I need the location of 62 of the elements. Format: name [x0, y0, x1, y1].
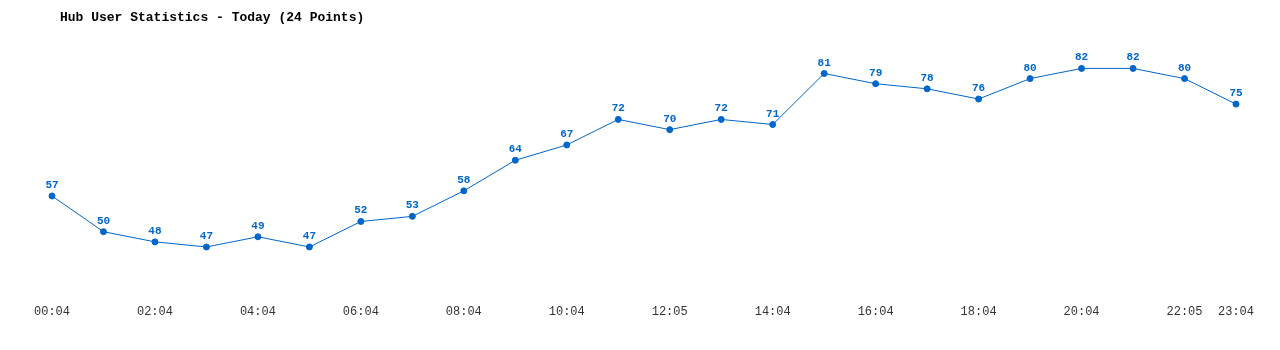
data-label: 72	[714, 102, 728, 115]
x-tick-label: 10:04	[548, 304, 585, 319]
data-label: 76	[972, 82, 986, 95]
x-tick-label: 12:05	[651, 304, 688, 319]
point	[1078, 64, 1086, 72]
point	[769, 121, 777, 129]
point	[923, 85, 931, 93]
data-label: 75	[1229, 87, 1243, 100]
x-tick-label: 04:04	[239, 304, 276, 319]
data-label: 80	[1023, 61, 1037, 74]
data-label: 81	[817, 56, 832, 69]
data-label: 52	[354, 204, 368, 217]
data-label: 53	[405, 199, 420, 212]
data-label: 82	[1126, 51, 1140, 64]
point	[202, 243, 210, 251]
point	[254, 233, 262, 241]
x-tick-label: 14:04	[754, 304, 791, 319]
x-tick-label: 06:04	[342, 304, 379, 319]
point	[614, 115, 622, 123]
point	[48, 192, 56, 200]
data-label: 70	[663, 112, 677, 125]
x-tick-label: 18:04	[960, 304, 997, 319]
point	[305, 243, 313, 251]
point	[1232, 100, 1240, 108]
x-tick-label: 20:04	[1063, 304, 1100, 319]
data-label: 80	[1177, 61, 1192, 74]
point	[1181, 75, 1189, 83]
data-label: 50	[96, 214, 111, 227]
data-label: 47	[302, 229, 316, 242]
point	[820, 70, 828, 78]
point	[717, 115, 725, 123]
point	[511, 156, 519, 164]
point	[460, 187, 468, 195]
point	[666, 126, 674, 134]
x-tick-label: 00:04	[33, 304, 71, 319]
data-label: 57	[45, 178, 59, 191]
x-tick-label: 02:04	[136, 304, 173, 319]
point	[357, 217, 365, 225]
data-label: 72	[611, 102, 625, 115]
point	[151, 238, 159, 246]
chart-title: Hub User Statistics - Today (24 Points)	[60, 10, 365, 25]
point	[1129, 64, 1137, 72]
point	[99, 228, 107, 236]
data-label: 58	[457, 173, 471, 186]
point	[408, 212, 416, 220]
data-label: 67	[560, 127, 574, 140]
data-label: 64	[508, 143, 523, 156]
point	[872, 80, 880, 88]
data-label: 71	[766, 107, 780, 120]
x-tick-label: 16:04	[857, 304, 894, 319]
data-label: 82	[1074, 51, 1089, 64]
x-tick-label: 08:04	[445, 304, 482, 319]
point	[1026, 75, 1034, 83]
data-label: 49	[251, 219, 265, 232]
point	[975, 95, 983, 103]
data-label: 47	[199, 229, 214, 242]
point	[563, 141, 571, 149]
data-label: 79	[869, 66, 883, 79]
data-label: 78	[920, 71, 935, 84]
x-tick-label: 22:05	[1166, 304, 1203, 319]
data-label: 48	[148, 224, 162, 237]
x-tick-label: 23:04	[1217, 304, 1255, 319]
